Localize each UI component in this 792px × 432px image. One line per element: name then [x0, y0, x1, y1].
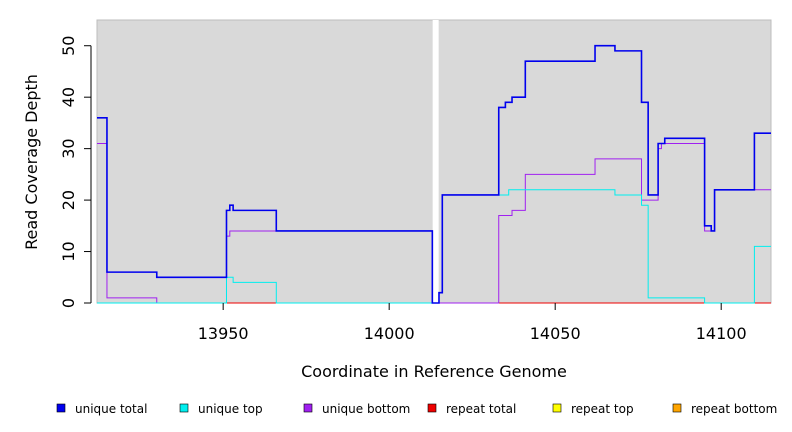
legend-label-unique-bottom: unique bottom — [322, 402, 410, 416]
y-tick-label: 10 — [59, 241, 78, 261]
y-tick-label: 20 — [59, 190, 78, 210]
legend-swatch-unique-total — [56, 403, 66, 413]
x-tick-label: 14000 — [364, 324, 415, 343]
legend-swatch-repeat-bottom — [672, 403, 682, 413]
legend-label-repeat-bottom: repeat bottom — [691, 402, 777, 416]
x-axis-title: Coordinate in Reference Genome — [301, 362, 567, 381]
legend-swatch-repeat-total — [427, 403, 437, 413]
legend-label-repeat-top: repeat top — [571, 402, 634, 416]
legend-label-repeat-total: repeat total — [446, 402, 516, 416]
y-tick-label: 40 — [59, 87, 78, 107]
y-tick-label: 30 — [59, 138, 78, 158]
legend: unique total unique top unique bottom repea… — [56, 402, 777, 416]
series-line-unique-top — [97, 189, 771, 304]
series-line-unique-total — [97, 44, 771, 304]
x-axis: 13950 14000 14050 14100 — [198, 303, 747, 343]
coverage-gap — [432, 20, 439, 303]
legend-swatch-repeat-top — [552, 403, 562, 413]
plot-background — [96, 19, 772, 304]
x-tick-label: 14050 — [530, 324, 581, 343]
series-layer — [97, 44, 771, 304]
x-tick-label: 14100 — [696, 324, 747, 343]
legend-label-unique-total: unique total — [75, 402, 147, 416]
y-axis: 0 10 20 30 40 50 — [59, 36, 92, 308]
legend-label-unique-top: unique top — [198, 402, 263, 416]
legend-swatch-unique-top — [179, 403, 189, 413]
y-tick-label: 50 — [59, 36, 78, 56]
x-tick-label: 13950 — [198, 324, 249, 343]
y-axis-title: Read Coverage Depth — [22, 74, 41, 250]
y-tick-label: 0 — [59, 298, 78, 308]
legend-swatch-unique-bottom — [303, 403, 313, 413]
